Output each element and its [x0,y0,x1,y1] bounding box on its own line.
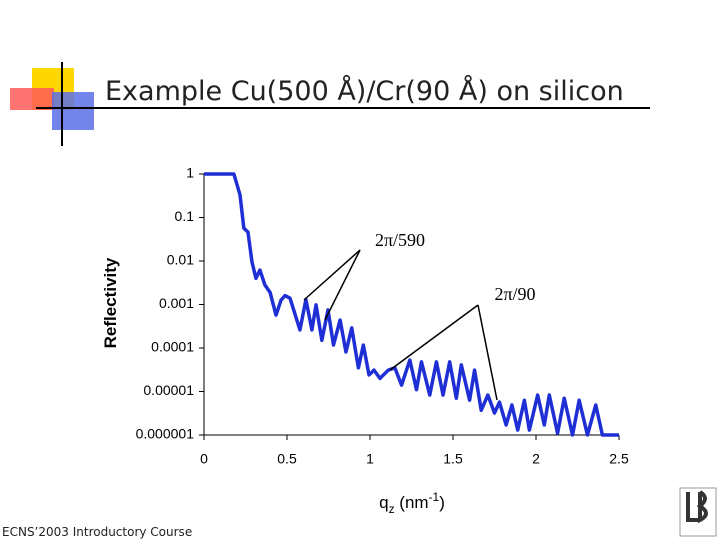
x-label-part: q [379,493,388,512]
y-tick-label: 1 [186,165,194,181]
x-label-part: ) [439,493,445,512]
x-tick-label: 1.5 [443,451,463,467]
logo-frame [679,487,717,537]
footer: ECNS’2003 Introductory Course [2,525,192,539]
annotation-line [477,304,498,401]
x-label-sup: -1 [429,490,440,504]
logo-mark [686,490,708,524]
x-tick-label: 0.5 [277,451,297,467]
x-axis-label: qz (nm-1) [379,490,445,516]
deco-red [10,88,54,110]
y-tick-label: 0.1 [175,208,195,224]
y-tick-label: 0.01 [167,252,194,268]
y-tick-label: 0.00001 [143,382,194,398]
x-tick-label: 2 [532,451,540,467]
y-tick-label: 0.000001 [136,426,195,442]
x-tick-label: 2.5 [609,451,629,467]
annotation-line [389,304,479,371]
annotation-line [303,249,361,301]
annotation: 2π/90 [494,284,535,304]
y-tick-label: 0.0001 [151,339,194,355]
x-label-part: (nm [395,493,429,512]
reflectivity-curve [204,172,619,437]
slide-title: Example Cu(500 Å)/Cr(90 Å) on silicon [105,75,624,107]
x-tick-label: 0 [200,451,208,467]
x-tick-label: 1 [366,451,374,467]
annotation: 2π/590 [375,230,425,250]
y-tick-label: 0.001 [159,295,194,311]
x-label-sub: z [389,502,395,516]
deco-blue [52,92,94,130]
logo [679,487,717,537]
y-axis-label: Reflectivity [101,257,120,348]
annotation-line [324,249,361,321]
